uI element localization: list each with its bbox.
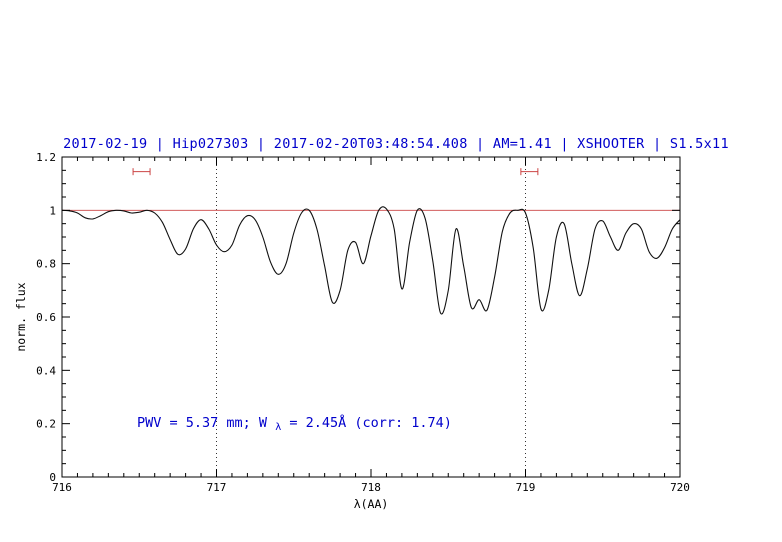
x-tick-label: 718: [361, 481, 381, 494]
pwv-annotation-sub: λ: [275, 422, 281, 433]
y-tick-label: 0.6: [36, 311, 56, 324]
y-tick-label: 1.2: [36, 151, 56, 164]
x-tick-label: 720: [670, 481, 690, 494]
y-tick-label: 0.4: [36, 364, 56, 377]
x-tick-label: 719: [516, 481, 536, 494]
x-axis-label: λ(AA): [354, 497, 389, 511]
pwv-annotation-pre: PWV = 5.37 mm; W: [137, 415, 268, 431]
y-tick-label: 1: [49, 204, 56, 217]
pwv-annotation: PWV = 5.37 mm; W λ = 2.45Å (corr: 1.74): [137, 414, 452, 434]
y-tick-label: 0.2: [36, 418, 56, 431]
y-tick-label: 0: [49, 471, 56, 484]
spectrum-curve: [61, 206, 681, 315]
plot-title: 2017-02-19 | Hip027303 | 2017-02-20T03:4…: [63, 136, 729, 152]
pwv-annotation-post: = 2.45Å (corr: 1.74): [289, 414, 452, 431]
x-tick-label: 716: [52, 481, 72, 494]
plot-dynamic-layer: 716 717 718 719 720 0 0.2 0.4 0.6 0.8 1 1.2: [36, 151, 690, 494]
y-tick-label: 0.8: [36, 258, 56, 271]
plot-frame: [61, 156, 681, 478]
x-tick-label: 717: [207, 481, 227, 494]
y-axis-label: norm. flux: [14, 282, 28, 351]
